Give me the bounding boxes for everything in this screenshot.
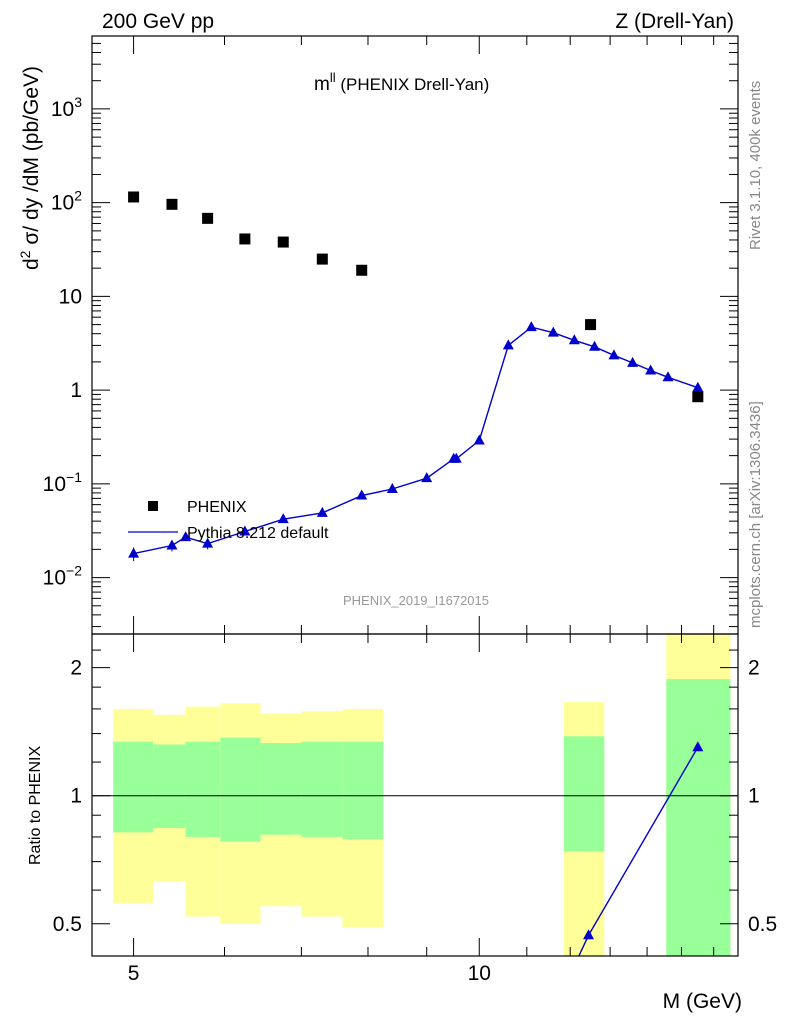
mc-point-19: [627, 356, 639, 367]
mc-point-3: [202, 537, 214, 548]
ratio-band-inner-6: [342, 741, 384, 840]
mc-point-20: [645, 364, 657, 375]
legend-mc-label: Pythia 8.212 default: [187, 525, 329, 542]
main-ylabel-d: d: [20, 258, 43, 270]
plot-title-sup: ll: [330, 70, 336, 85]
ratio-band-inner-1: [153, 744, 186, 828]
data-point-5: [316, 253, 328, 265]
xlabel: M (GeV): [663, 990, 742, 1013]
data-point-1: [166, 198, 178, 210]
ratio-y-tick-label-right-2: 2: [748, 657, 760, 680]
x-tick-label-10: 10: [468, 962, 491, 985]
main-y-tick-label-2: 1: [70, 379, 82, 402]
side-text-bottom: mcplots.cern.ch [arXiv:1306.3436]: [747, 401, 764, 628]
main-y-tick-label-3: 10: [59, 285, 82, 308]
ratio-band-inner-0: [113, 741, 154, 833]
header-left-text: 200 GeV pp: [102, 10, 214, 33]
ratio-band-inner-5: [301, 741, 343, 837]
legend-data-marker: [148, 501, 158, 511]
mc-point-2: [180, 531, 192, 542]
ratio-band-inner-2: [185, 741, 221, 837]
ratio-y-tick-label-left-1: 1: [70, 785, 82, 808]
plot-title-main: m: [314, 74, 330, 95]
ratio-frame: [91, 633, 739, 957]
mc-point-18: [608, 349, 620, 360]
mc-point-0: [128, 547, 140, 558]
axes: 5 10 10−2 10−1 1 10 102 103 0.5 0.5 1 1 2 2: [43, 35, 777, 985]
ratio-y-tick-label-right-0: 0.5: [748, 913, 777, 936]
mc-point-13: [502, 339, 514, 350]
data-point-0: [128, 191, 140, 203]
mc-point-9: [421, 472, 433, 483]
main-marks: [128, 191, 704, 562]
main-y-tick-label-0: 10−2: [43, 563, 83, 590]
mc-point-17: [589, 340, 601, 351]
mc-point-1: [166, 539, 178, 550]
data-point-2: [202, 212, 214, 224]
data-point-7: [585, 319, 597, 331]
main-ylabel-rest: σ/ dy /dM (pb/GeV): [20, 66, 43, 251]
data-point-4: [277, 236, 289, 248]
side-text-top: Rivet 3.1.10, 400k events: [747, 81, 764, 250]
data-point-3: [239, 233, 251, 245]
ratio-ylabel: Ratio to PHENIX: [27, 746, 44, 865]
x-tick-label-5: 5: [128, 962, 140, 985]
plot-title: mll (PHENIX Drell-Yan): [314, 70, 489, 95]
legend-data-label: PHENIX: [187, 499, 247, 516]
mc-point-15: [547, 326, 559, 337]
mc-point-12: [473, 434, 485, 445]
mc-line: [133, 326, 699, 555]
main-ylabel-sup: 2: [17, 250, 33, 258]
ratio-band-inner-7: [563, 736, 605, 852]
ratio-bands: [113, 634, 731, 956]
main-y-tick-label-4: 102: [51, 188, 82, 215]
main-ylabel: d2 σ/ dy /dM (pb/GeV): [17, 66, 43, 270]
mc-point-22: [692, 381, 704, 392]
mc-point-7: [356, 489, 368, 500]
ratio-y-tick-label-left-0: 0.5: [53, 913, 82, 936]
ratio-band-inner-4: [260, 743, 302, 835]
legend: PHENIX Pythia 8.212 default: [128, 499, 329, 542]
mc-point-4: [239, 525, 251, 536]
ratio-band-inner-3: [220, 737, 261, 842]
data-point-6: [356, 264, 368, 276]
mc-point-6: [316, 506, 328, 517]
main-y-tick-label-1: 10−1: [43, 469, 83, 496]
plot-title-rest: (PHENIX Drell-Yan): [336, 75, 490, 94]
ratio-y-tick-label-left-2: 2: [70, 657, 82, 680]
analysis-id: PHENIX_2019_I1672015: [343, 593, 489, 608]
ratio-mc-point-1: [583, 929, 595, 940]
mc-point-16: [568, 334, 580, 345]
main-frame: [91, 35, 739, 635]
mc-point-11: [450, 452, 462, 463]
ratio-marks: [578, 741, 704, 956]
data-point-8: [692, 391, 704, 403]
header-right-text: Z (Drell-Yan): [615, 10, 734, 33]
mc-point-14: [525, 321, 537, 332]
ratio-mc-point-2: [692, 741, 704, 752]
mc-point-5: [277, 513, 289, 524]
main-y-tick-label-5: 103: [51, 94, 82, 121]
ratio-y-tick-label-right-1: 1: [748, 785, 760, 808]
mc-point-8: [386, 483, 398, 494]
ratio-band-inner-8: [666, 679, 731, 956]
mc-point-21: [662, 371, 674, 382]
